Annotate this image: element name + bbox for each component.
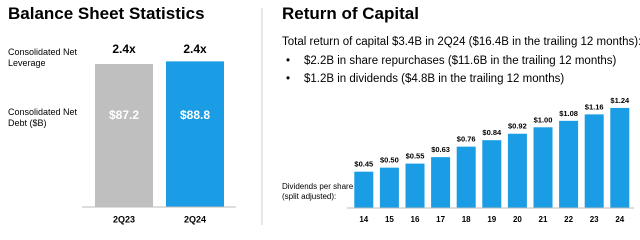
x-tick-label: 2Q23 bbox=[113, 214, 135, 224]
bar bbox=[95, 63, 153, 207]
value-label: $0.45 bbox=[354, 160, 373, 169]
x-tick-label: 2Q24 bbox=[184, 214, 206, 224]
bullet: $2.2B in share repurchases ($11.6B in th… bbox=[304, 55, 617, 67]
y-label: Dividends per share (split adjusted): bbox=[282, 182, 354, 201]
bar bbox=[405, 163, 425, 208]
bar bbox=[584, 114, 604, 208]
chart-title: Balance Sheet Statistics bbox=[8, 4, 205, 23]
value-label: $0.63 bbox=[431, 145, 450, 154]
x-tick-label: 24 bbox=[615, 215, 624, 224]
x-tick-label: 23 bbox=[590, 215, 599, 224]
x-tick-label: 21 bbox=[539, 215, 548, 224]
value-label: $1.16 bbox=[585, 102, 604, 111]
bar bbox=[559, 120, 579, 208]
bar bbox=[354, 171, 374, 208]
value-label: $1.00 bbox=[534, 115, 553, 124]
bullet: $1.2B in dividends ($4.8B in the trailin… bbox=[304, 73, 565, 85]
bar bbox=[379, 167, 399, 208]
value-label: $0.50 bbox=[380, 156, 399, 165]
summary: Total return of capital $3.4B in 2Q24 ($… bbox=[282, 36, 640, 48]
value-label: $0.76 bbox=[457, 135, 476, 144]
slide: $87.2 2.4x 2Q23 $88.8 2.4x 2Q24 $0.45 14 $0.50 15… bbox=[8, 4, 640, 225]
x-tick-label: 22 bbox=[564, 215, 573, 224]
leverage-label: 2.4x bbox=[183, 42, 207, 56]
bullet-dot: • bbox=[286, 55, 291, 67]
chart: $87.2 2.4x 2Q23 $88.8 2.4x 2Q24 $0.45 14 $0.50 15… bbox=[82, 8, 634, 225]
x-tick-label: 16 bbox=[411, 215, 420, 224]
row-label: Consolidated Net Leverage bbox=[8, 47, 78, 68]
bar bbox=[166, 61, 224, 208]
bar bbox=[507, 133, 527, 208]
value-label: $0.92 bbox=[508, 122, 527, 131]
value-label: $0.84 bbox=[482, 128, 502, 137]
row-label: Consolidated Net Debt ($B) bbox=[8, 107, 78, 128]
chart-title: Return of Capital bbox=[282, 4, 419, 23]
bar bbox=[431, 157, 451, 208]
x-tick-label: 19 bbox=[487, 215, 496, 224]
bar bbox=[610, 107, 630, 208]
x-tick-label: 18 bbox=[462, 215, 471, 224]
bullet-dot: • bbox=[286, 73, 291, 85]
x-tick-label: 14 bbox=[359, 215, 368, 224]
value-label: $1.08 bbox=[559, 109, 578, 118]
value-label: $1.24 bbox=[610, 96, 630, 105]
bar bbox=[456, 146, 476, 208]
bar bbox=[533, 127, 553, 208]
value-label: $87.2 bbox=[109, 108, 139, 122]
value-label: $88.8 bbox=[180, 108, 210, 122]
bar bbox=[482, 140, 502, 208]
x-tick-label: 15 bbox=[385, 215, 394, 224]
value-label: $0.55 bbox=[406, 152, 425, 161]
x-tick-label: 20 bbox=[513, 215, 522, 224]
x-tick-label: 17 bbox=[436, 215, 445, 224]
leverage-label: 2.4x bbox=[112, 42, 136, 56]
